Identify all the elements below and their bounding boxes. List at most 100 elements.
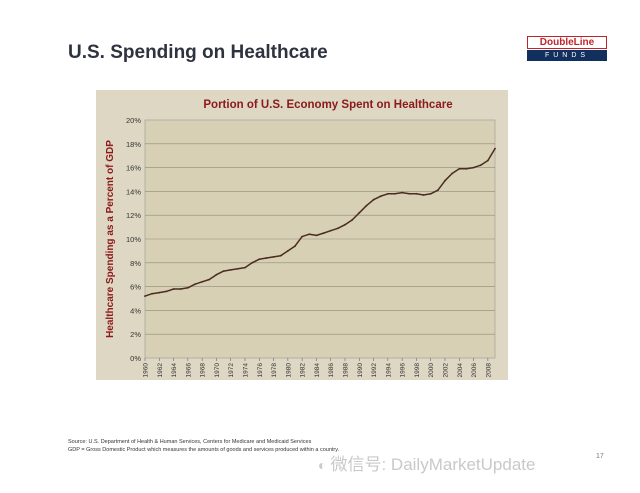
data-point xyxy=(479,164,482,167)
x-tick-label: 1966 xyxy=(185,363,192,378)
watermark: ◐ 微信号: DailyMarketUpdate xyxy=(318,450,535,475)
slide-title: U.S. Spending on Healthcare xyxy=(68,42,328,63)
data-point xyxy=(308,233,311,236)
x-tick-label: 1994 xyxy=(385,363,392,378)
page-number: 17 xyxy=(596,453,604,460)
data-point xyxy=(394,192,396,195)
data-point xyxy=(401,191,403,194)
data-point xyxy=(458,167,461,170)
data-point xyxy=(451,172,453,175)
x-tick-label: 1972 xyxy=(228,363,235,378)
data-point xyxy=(329,229,332,232)
x-tick-label: 2004 xyxy=(457,363,464,378)
x-tick-label: 2008 xyxy=(485,363,492,378)
x-tick-label: 1996 xyxy=(400,363,407,378)
data-point xyxy=(179,288,182,290)
source-line-2: GDP = Gross Domestic Product which measu… xyxy=(68,447,340,453)
data-point xyxy=(415,192,418,195)
data-point xyxy=(379,195,382,198)
y-tick-label: 2% xyxy=(130,330,141,339)
y-tick-label: 20% xyxy=(126,116,141,125)
data-point xyxy=(408,192,411,195)
x-tick-label: 2006 xyxy=(471,363,478,378)
x-tick-label: 1968 xyxy=(200,363,207,378)
data-point xyxy=(265,257,268,259)
y-tick-label: 0% xyxy=(130,354,141,363)
data-point xyxy=(165,290,168,293)
x-tick-label: 1986 xyxy=(328,363,335,378)
doubleline-logo: DoubleLine FUNDS xyxy=(527,36,607,62)
data-point xyxy=(301,235,303,238)
data-point xyxy=(279,254,282,257)
y-tick-label: 6% xyxy=(130,283,141,292)
x-tick-label: 1992 xyxy=(371,363,378,378)
chart-panel: Portion of U.S. Economy Spent on Healthc… xyxy=(96,90,508,380)
x-tick-label: 1970 xyxy=(214,363,221,378)
source-line-1: Source: U.S. Department of Health & Huma… xyxy=(68,439,312,445)
x-tick-label: 1960 xyxy=(143,363,150,378)
healthcare-gdp-chart: Portion of U.S. Economy Spent on Healthc… xyxy=(105,99,496,378)
data-point xyxy=(337,227,339,230)
series-line xyxy=(144,148,496,297)
x-tick-label: 1980 xyxy=(285,363,292,378)
data-point xyxy=(208,278,211,281)
y-tick-label: 12% xyxy=(126,211,141,220)
x-tick-label: 1978 xyxy=(271,363,278,378)
x-tick-label: 2002 xyxy=(443,363,450,378)
data-point xyxy=(187,286,189,289)
data-point xyxy=(251,261,254,264)
x-tick-label: 1990 xyxy=(357,363,364,378)
data-point xyxy=(158,291,161,294)
data-point xyxy=(229,269,232,271)
x-tick-label: 1984 xyxy=(314,363,321,378)
data-point xyxy=(422,194,425,196)
data-point xyxy=(387,192,389,195)
data-point xyxy=(472,166,475,169)
data-point xyxy=(365,204,368,207)
data-point xyxy=(494,147,496,150)
logo-brand: DoubleLine xyxy=(527,36,607,49)
x-tick-label: 1962 xyxy=(157,363,164,378)
x-tick-label: 1998 xyxy=(414,363,421,378)
data-point xyxy=(237,267,239,270)
data-point xyxy=(144,295,146,297)
y-tick-label: 16% xyxy=(126,164,141,173)
watermark-text: 微信号: DailyMarketUpdate xyxy=(330,455,536,474)
x-tick-label: 1988 xyxy=(343,363,350,378)
data-point xyxy=(215,273,218,276)
chart-title: Portion of U.S. Economy Spent on Healthc… xyxy=(203,99,452,111)
data-point xyxy=(487,159,489,162)
data-point xyxy=(172,288,175,290)
y-tick-label: 10% xyxy=(126,235,141,244)
logo-sub: FUNDS xyxy=(527,50,607,61)
data-point xyxy=(351,219,353,221)
y-axis-label: Healthcare Spending as a Percent of GDP xyxy=(105,140,116,338)
data-point xyxy=(358,211,361,214)
x-tick-label: 1974 xyxy=(243,363,250,378)
data-point xyxy=(322,232,325,235)
data-point xyxy=(294,245,296,248)
x-tick-label: 1964 xyxy=(171,363,178,378)
data-point xyxy=(465,167,468,170)
data-point xyxy=(372,198,375,201)
data-point xyxy=(244,266,246,269)
x-tick-label: 2000 xyxy=(428,363,435,378)
data-point xyxy=(444,179,446,182)
wechat-icon: ◐ xyxy=(318,457,327,473)
data-point xyxy=(201,280,203,283)
data-point xyxy=(151,292,153,295)
data-point xyxy=(437,189,439,192)
x-tick-label: 1976 xyxy=(257,363,264,378)
source-note: Source: U.S. Department of Health & Huma… xyxy=(68,438,339,454)
y-tick-label: 18% xyxy=(126,140,141,149)
data-point xyxy=(272,256,275,258)
x-tick-label: 1982 xyxy=(300,363,307,378)
data-point xyxy=(194,283,196,286)
data-point xyxy=(287,250,289,252)
data-point xyxy=(315,234,318,237)
data-point xyxy=(344,223,346,226)
y-tick-label: 14% xyxy=(126,187,141,196)
y-tick-label: 4% xyxy=(130,306,141,315)
data-point xyxy=(222,270,225,272)
data-point xyxy=(429,192,432,195)
